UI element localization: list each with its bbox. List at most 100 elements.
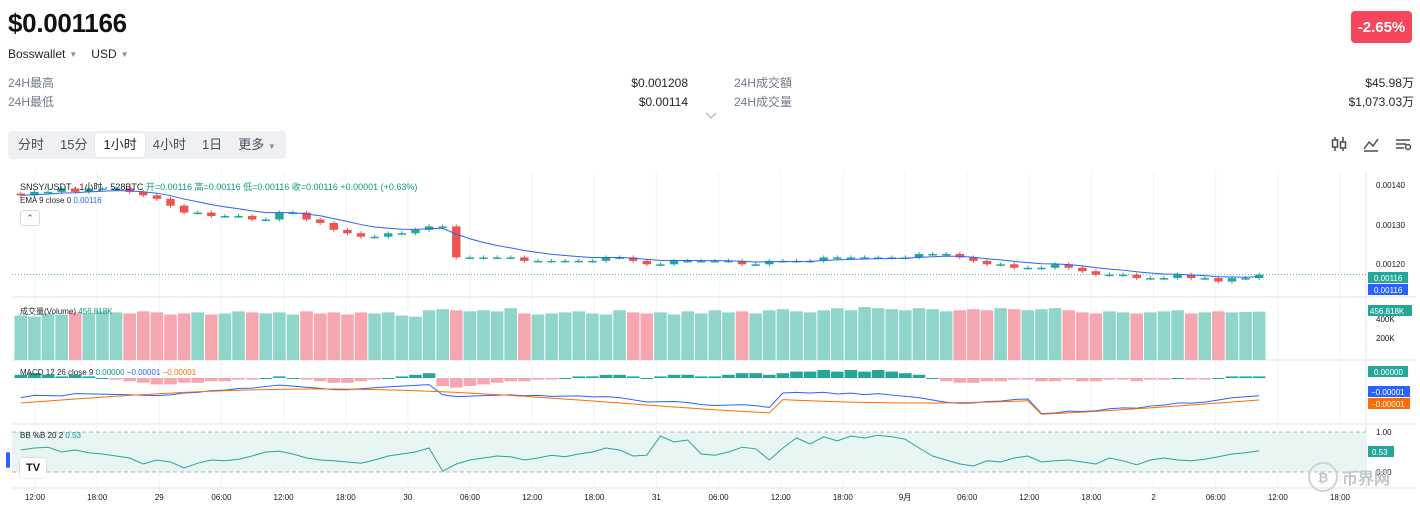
- settings-icon[interactable]: [1394, 135, 1412, 153]
- stat-volume: 24H成交量 $1,073.03万: [734, 93, 1414, 112]
- collapse-legend-button[interactable]: ⌃: [20, 210, 40, 226]
- macd-bar: [572, 376, 586, 378]
- side-panel-tab[interactable]: [6, 452, 10, 468]
- ema-tag: [1368, 284, 1408, 295]
- time-label: 30: [403, 493, 412, 502]
- macd-bar: [96, 378, 109, 379]
- chevron-down-icon: ▼: [267, 142, 276, 151]
- macd-bar: [205, 378, 218, 382]
- volume-bar: [381, 312, 395, 360]
- last-price-tag: [1368, 272, 1408, 283]
- indicator-icon[interactable]: [1362, 135, 1380, 153]
- exchange-selector[interactable]: Bosswallet ▼: [8, 47, 77, 61]
- volume-bar: [422, 310, 436, 360]
- candle: [356, 233, 366, 237]
- macd-bar: [1035, 378, 1048, 382]
- macd-bar: [41, 374, 55, 378]
- candle: [30, 191, 39, 196]
- volume-bar: [300, 311, 313, 360]
- macd-signal-value: −0.00001: [162, 368, 197, 377]
- time-label: 06:00: [211, 493, 232, 502]
- currency-selector[interactable]: USD ▼: [91, 47, 128, 61]
- tab-timeframe-15m[interactable]: 15分: [60, 137, 88, 152]
- macd-bar: [735, 373, 749, 378]
- candle: [57, 188, 66, 192]
- volume-bar: [273, 312, 286, 360]
- macd-bar: [817, 370, 831, 378]
- currency-label: USD: [91, 47, 117, 61]
- candle: [465, 257, 475, 259]
- chart-toolbar: [1330, 135, 1412, 153]
- volume-bar: [259, 313, 273, 360]
- volume-bar: [613, 310, 626, 360]
- tab-timeframe-line[interactable]: 分时: [18, 137, 45, 152]
- macd-bar: [1021, 378, 1035, 380]
- macd-bar: [245, 378, 259, 380]
- volume-bar: [1239, 311, 1252, 360]
- volume-bar: [14, 315, 28, 360]
- candle: [84, 188, 94, 192]
- volume-bar: [967, 309, 980, 360]
- candle: [424, 226, 434, 230]
- candle: [1118, 274, 1128, 277]
- macd-bar: [967, 378, 980, 383]
- stat-value: $0.00114: [638, 95, 688, 109]
- candle: [438, 226, 447, 228]
- stats-left: 24H最高 $0.001208 24H最低 $0.00114: [8, 74, 688, 112]
- candle: [452, 226, 461, 258]
- volume-bar: [1144, 312, 1157, 360]
- macd-bar: [1157, 378, 1171, 380]
- candle: [1200, 278, 1209, 280]
- volume-bar: [1062, 310, 1075, 360]
- tab-timeframe-1d[interactable]: 1日: [201, 137, 223, 152]
- ema-legend: EMA 9 close 0 0.00116: [20, 196, 102, 205]
- candle: [751, 264, 760, 266]
- tab-timeframe-4h[interactable]: 4小时: [152, 137, 186, 152]
- time-label: 06:00: [957, 493, 978, 502]
- macd-bar: [749, 373, 762, 378]
- volume-bar: [831, 308, 844, 360]
- candlestick-icon[interactable]: [1330, 135, 1348, 153]
- candle: [275, 212, 284, 220]
- volume-bar: [939, 311, 953, 360]
- macd-bar: [490, 378, 504, 383]
- time-label: 2: [1151, 493, 1156, 502]
- time-label: 12:00: [522, 493, 543, 502]
- macd-bar: [1184, 378, 1198, 380]
- macd-bar: [1130, 378, 1144, 382]
- volume-bar: [1089, 313, 1103, 360]
- volume-bar: [1130, 313, 1144, 360]
- volume-bar: [490, 311, 504, 360]
- expand-chevron-icon[interactable]: [704, 110, 718, 122]
- macd-bar: [1007, 378, 1021, 380]
- volume-bar: [136, 311, 150, 360]
- volume-bar: [817, 310, 831, 360]
- timeframe-tabs: 分时 15分 1小时 4小时 1日 更多 ▼: [8, 131, 286, 159]
- volume-bar: [912, 308, 926, 360]
- candle: [1050, 264, 1060, 268]
- volume-bar: [667, 314, 681, 360]
- candle: [315, 219, 325, 223]
- volume-bar: [232, 311, 245, 360]
- volume-tag: [1368, 305, 1412, 316]
- candle: [533, 260, 543, 263]
- time-label: 18:00: [87, 493, 108, 502]
- candle: [969, 257, 978, 261]
- candle: [574, 260, 583, 263]
- market-selectors: Bosswallet ▼ USD ▼: [8, 47, 129, 61]
- volume-bar: [327, 312, 341, 360]
- candle: [220, 216, 230, 218]
- volume-bar: [109, 312, 123, 360]
- volume-value: 456.818K: [78, 307, 113, 316]
- macd-bar: [28, 373, 41, 378]
- coin-logo-icon: ₿: [1307, 462, 1338, 492]
- volume-bar: [926, 309, 939, 360]
- volume-bar: [1212, 311, 1225, 360]
- tab-timeframe-more[interactable]: 更多 ▼: [230, 133, 284, 157]
- tab-timeframe-1h[interactable]: 1小时: [95, 133, 145, 157]
- volume-bar: [749, 313, 762, 360]
- volume-bar: [28, 316, 41, 360]
- volume-bar: [654, 312, 667, 360]
- macd-bar: [232, 378, 245, 380]
